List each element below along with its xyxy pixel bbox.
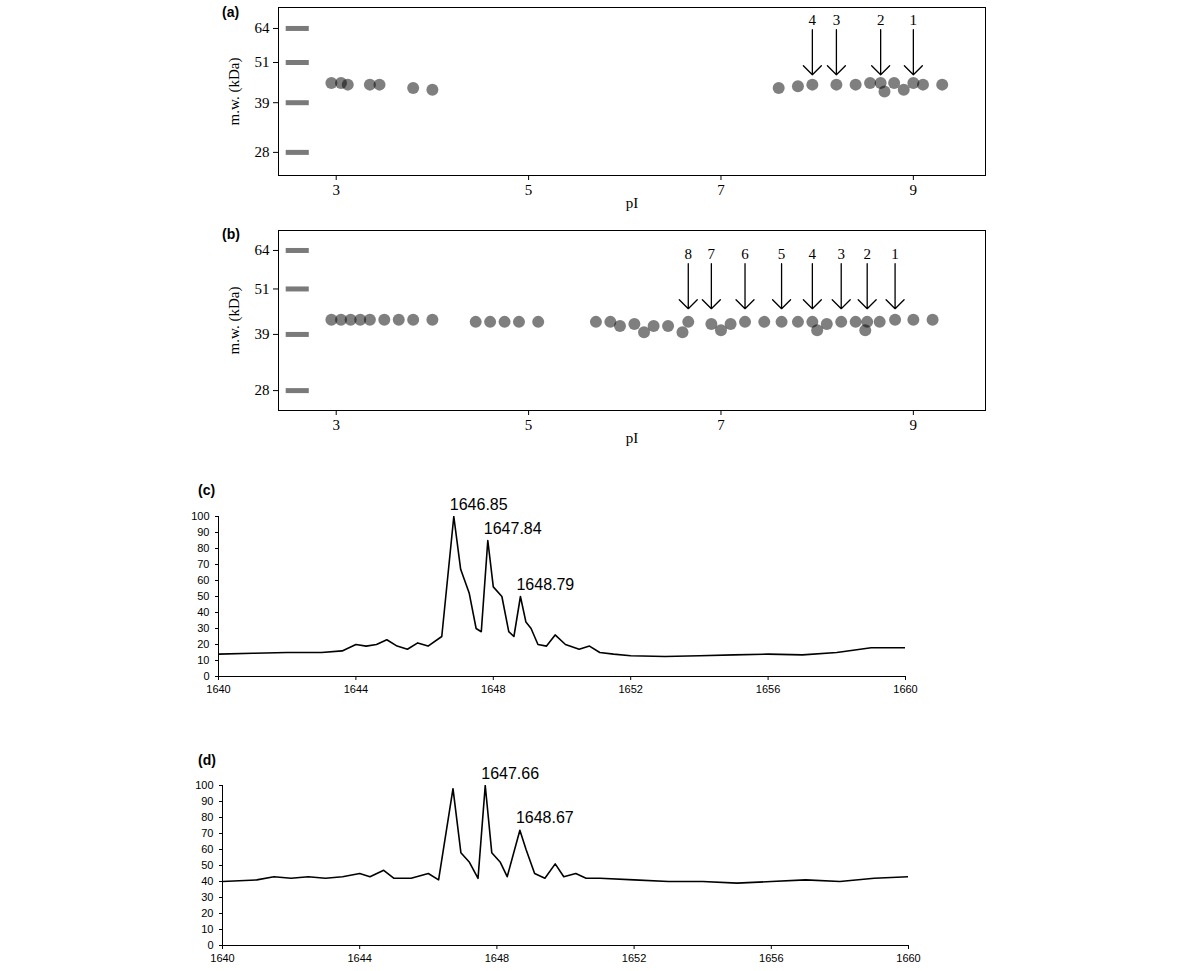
svg-text:pI: pI [626,430,639,446]
svg-text:80: 80 [201,811,213,823]
svg-text:10: 10 [197,654,209,666]
svg-text:51: 51 [255,54,270,70]
svg-text:5: 5 [525,417,533,433]
svg-text:3: 3 [837,246,845,262]
svg-text:28: 28 [255,382,270,398]
svg-text:1: 1 [891,246,899,262]
svg-text:1640: 1640 [206,683,230,695]
html-text:(c): (c) [198,482,216,498]
svg-text:50: 50 [197,590,209,602]
svg-text:3: 3 [332,182,340,198]
svg-text:60: 60 [197,574,209,586]
svg-text:1644: 1644 [344,683,368,695]
svg-text:1652: 1652 [622,952,646,964]
svg-text:28: 28 [255,144,270,160]
svg-text:1647.66: 1647.66 [481,765,539,782]
svg-text:51: 51 [255,281,270,297]
svg-text:90: 90 [197,526,209,538]
svg-text:100: 100 [191,510,209,522]
html-text:(a): (a) [222,4,240,20]
svg-text:8: 8 [685,246,693,262]
svg-text:60: 60 [201,843,213,855]
html-text:(b): (b) [222,226,240,242]
svg-text:50: 50 [201,859,213,871]
svg-text:64: 64 [255,242,271,258]
svg-text:7: 7 [717,182,725,198]
svg-text:9: 9 [910,182,918,198]
svg-text:20: 20 [197,638,209,650]
svg-text:1648: 1648 [485,952,509,964]
svg-text:1647.84: 1647.84 [484,520,542,537]
svg-text:6: 6 [741,246,749,262]
svg-text:39: 39 [255,95,270,111]
svg-text:100: 100 [195,779,213,791]
svg-text:40: 40 [197,606,209,618]
svg-text:1656: 1656 [759,952,783,964]
svg-text:30: 30 [197,622,209,634]
svg-text:10: 10 [201,923,213,935]
svg-text:0: 0 [207,939,213,951]
svg-text:20: 20 [201,907,213,919]
svg-text:4: 4 [809,12,817,28]
svg-text:2: 2 [863,246,871,262]
svg-text:1660: 1660 [896,952,920,964]
svg-text:90: 90 [201,795,213,807]
svg-text:7: 7 [708,246,716,262]
svg-text:7: 7 [717,417,725,433]
svg-text:1: 1 [910,12,918,28]
svg-text:39: 39 [255,326,270,342]
svg-text:m.w. (kDa): m.w. (kDa) [226,58,243,126]
svg-text:64: 64 [255,20,271,36]
svg-text:1648.79: 1648.79 [516,576,574,593]
svg-text:30: 30 [201,891,213,903]
svg-text:5: 5 [778,246,786,262]
svg-text:40: 40 [201,875,213,887]
svg-text:4: 4 [809,246,817,262]
svg-text:m.w. (kDa): m.w. (kDa) [226,287,243,355]
html-text:(d): (d) [198,752,216,768]
svg-text:1640: 1640 [210,952,234,964]
svg-text:3: 3 [332,417,340,433]
svg-text:1652: 1652 [618,683,642,695]
svg-text:2: 2 [877,12,885,28]
svg-text:1644: 1644 [347,952,371,964]
svg-text:pI: pI [626,195,639,211]
svg-text:1656: 1656 [756,683,780,695]
svg-text:70: 70 [201,827,213,839]
svg-text:1648.67: 1648.67 [516,809,574,826]
svg-text:1646.85: 1646.85 [450,496,508,513]
svg-text:0: 0 [203,670,209,682]
svg-text:1648: 1648 [481,683,505,695]
svg-text:80: 80 [197,542,209,554]
svg-text:9: 9 [910,417,918,433]
svg-text:1660: 1660 [893,683,917,695]
svg-text:3: 3 [833,12,841,28]
svg-text:70: 70 [197,558,209,570]
svg-text:5: 5 [525,182,533,198]
